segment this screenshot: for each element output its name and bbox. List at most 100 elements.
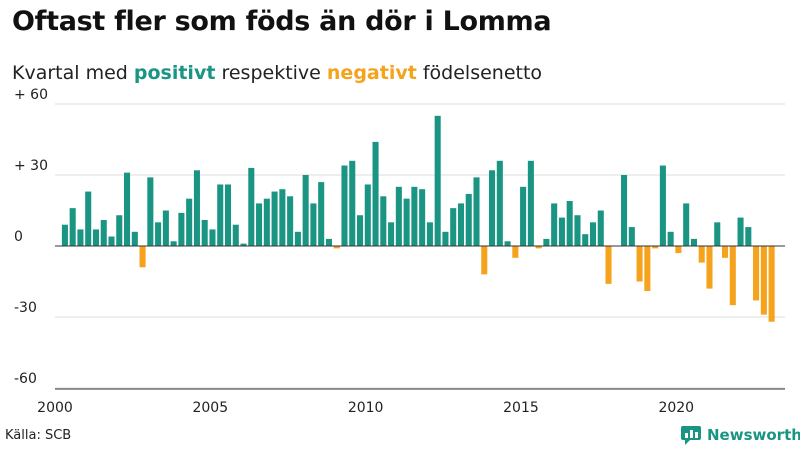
bar (232, 224, 239, 246)
bar (675, 246, 682, 254)
y-tick-label: -30 (14, 300, 37, 316)
bar (628, 227, 635, 246)
x-tick-label: 2010 (348, 400, 384, 416)
bar (124, 172, 131, 246)
bar (419, 189, 426, 246)
bar (558, 217, 565, 246)
bar (621, 175, 628, 246)
bar (442, 231, 449, 246)
bar (714, 222, 721, 246)
bar (287, 196, 294, 246)
bar (589, 222, 597, 246)
bar (341, 165, 348, 246)
bar (597, 210, 604, 246)
bar (760, 246, 767, 315)
bar (706, 246, 713, 289)
bar (155, 222, 162, 246)
chart-title: Oftast fler som föds än dör i Lomma (12, 6, 552, 37)
bar (481, 246, 488, 275)
bar (162, 210, 169, 246)
bar (108, 236, 115, 246)
x-tick-label: 2005 (192, 400, 228, 416)
bar (131, 231, 138, 246)
bar (256, 203, 263, 246)
bar (248, 167, 255, 246)
bar (551, 203, 558, 246)
subtitle-positive: positivt (133, 62, 216, 84)
bar (318, 182, 325, 246)
bar (294, 231, 301, 246)
bar (753, 246, 760, 301)
bar (489, 170, 496, 246)
subtitle-suffix: födelsenetto (416, 62, 543, 84)
bar (411, 186, 418, 246)
bar (388, 222, 395, 246)
bar (69, 208, 76, 246)
bar (263, 198, 270, 246)
bar (721, 246, 729, 258)
bar (271, 191, 278, 246)
bar (667, 231, 674, 246)
bar (450, 208, 457, 246)
bar (333, 246, 340, 249)
bar (325, 238, 332, 246)
newsworthy-logo-icon (681, 426, 701, 445)
bar (147, 177, 154, 246)
bar (520, 186, 527, 246)
bar (636, 246, 643, 282)
bar (85, 191, 92, 246)
y-tick-label: 0 (14, 229, 23, 245)
bar (403, 198, 410, 246)
bar (100, 219, 107, 246)
newsworthy-logo: Newsworthy (680, 425, 800, 445)
bar (698, 246, 705, 263)
chart-subtitle: Kvartal med positivt respektive negativt… (12, 62, 542, 84)
bar (737, 217, 744, 246)
bar (92, 229, 100, 246)
bar (527, 160, 534, 246)
bar (178, 212, 185, 246)
bar (504, 241, 511, 246)
x-tick-label: 2020 (658, 400, 694, 416)
bar (201, 219, 208, 246)
bar (356, 215, 364, 246)
bar (116, 215, 123, 246)
bar (465, 193, 472, 246)
subtitle-middle: respektive (215, 62, 327, 84)
bar (310, 203, 317, 246)
bar (605, 246, 612, 284)
bar (457, 203, 465, 246)
bar (224, 184, 232, 246)
bar (364, 184, 371, 246)
bar (209, 229, 216, 246)
bar (279, 189, 286, 246)
y-tick-label: + 60 (14, 87, 48, 103)
bar (543, 238, 550, 246)
bar (768, 246, 775, 322)
bar (302, 175, 309, 246)
subtitle-negative: negativt (326, 62, 417, 84)
bar (496, 160, 503, 246)
bar (193, 170, 200, 246)
bar (186, 198, 193, 246)
bar (349, 160, 356, 246)
bar (512, 246, 519, 258)
bar (170, 241, 177, 246)
bar (683, 203, 690, 246)
source-note: Källa: SCB (5, 428, 72, 443)
bar (582, 234, 589, 246)
bar (77, 229, 84, 246)
bar (395, 186, 402, 246)
x-tick-label: 2000 (37, 400, 73, 416)
bar (139, 246, 146, 268)
bar (729, 246, 736, 306)
bar (652, 246, 659, 249)
bar (574, 215, 581, 246)
brand-name: Newsworthy (707, 426, 800, 444)
bar (644, 246, 651, 291)
bar (426, 222, 433, 246)
bar (217, 184, 224, 246)
subtitle-prefix: Kvartal med (12, 62, 134, 84)
y-tick-label: + 30 (14, 158, 48, 174)
